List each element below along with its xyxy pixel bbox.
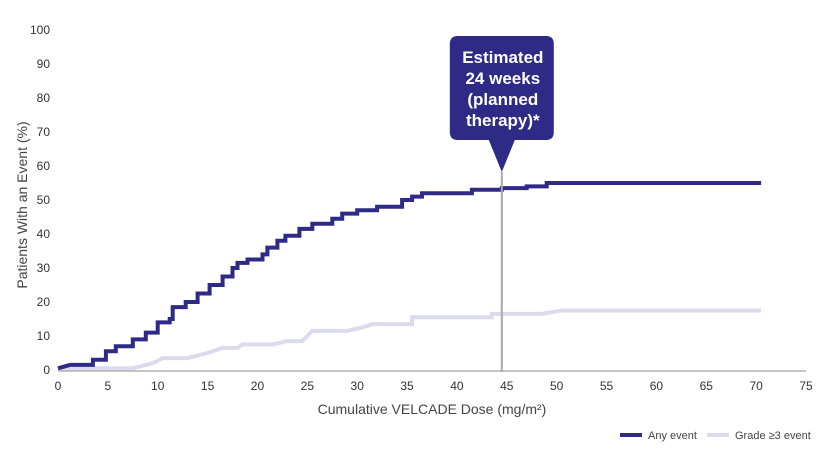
x-tick-label-10: 10 [151, 379, 165, 393]
x-tick-label-35: 35 [400, 379, 414, 393]
series-line-grade3-event [58, 308, 762, 371]
legend: Any event Grade ≥3 event [620, 430, 811, 442]
y-tick-label-70: 70 [37, 125, 51, 139]
y-tick-label-0: 0 [43, 363, 50, 377]
x-tick-label-5: 5 [105, 379, 112, 393]
y-tick-label-10: 10 [37, 329, 51, 343]
y-tick-label-90: 90 [37, 57, 51, 71]
x-tick-label-20: 20 [251, 379, 265, 393]
y-tick-label-50: 50 [37, 193, 51, 207]
x-axis-ticks: 0 5 10 15 20 25 30 35 40 45 50 55 60 65 70 75 [55, 379, 813, 393]
legend-label-grade3-event: Grade ≥3 event [735, 430, 811, 442]
x-tick-label-75: 75 [799, 379, 813, 393]
y-axis-title: Patients With an Event (%) [14, 121, 30, 288]
x-tick-label-65: 65 [700, 379, 714, 393]
callout-text-line-4: therapy)* [466, 111, 540, 130]
y-tick-label-30: 30 [37, 261, 51, 275]
annotation-callout: Estimated 24 weeks (planned therapy)* [449, 36, 554, 372]
callout-bubble [449, 36, 554, 172]
x-tick-label-0: 0 [55, 379, 62, 393]
y-tick-label-40: 40 [37, 227, 51, 241]
x-tick-label-40: 40 [450, 379, 464, 393]
y-tick-label-100: 100 [30, 23, 50, 37]
x-tick-label-55: 55 [600, 379, 614, 393]
series-line-any-event [57, 181, 762, 371]
y-tick-label-60: 60 [37, 159, 51, 173]
callout-text-line-3: (planned [467, 90, 538, 109]
x-tick-label-50: 50 [550, 379, 564, 393]
y-tick-label-20: 20 [37, 295, 51, 309]
legend-label-any-event: Any event [648, 430, 697, 442]
x-axis-title: Cumulative VELCADE Dose (mg/m²) [318, 401, 547, 417]
y-axis-ticks: 0 10 20 30 40 50 60 70 80 90 100 [30, 23, 50, 377]
callout-text-line-2: 24 weeks [465, 69, 540, 88]
x-tick-label-25: 25 [301, 379, 315, 393]
x-tick-label-30: 30 [351, 379, 365, 393]
x-tick-label-15: 15 [201, 379, 215, 393]
y-tick-label-80: 80 [37, 91, 51, 105]
x-tick-label-45: 45 [500, 379, 514, 393]
x-tick-label-60: 60 [650, 379, 664, 393]
callout-text-line-1: Estimated [462, 48, 543, 67]
series-layer [57, 181, 762, 371]
x-tick-label-70: 70 [749, 379, 763, 393]
